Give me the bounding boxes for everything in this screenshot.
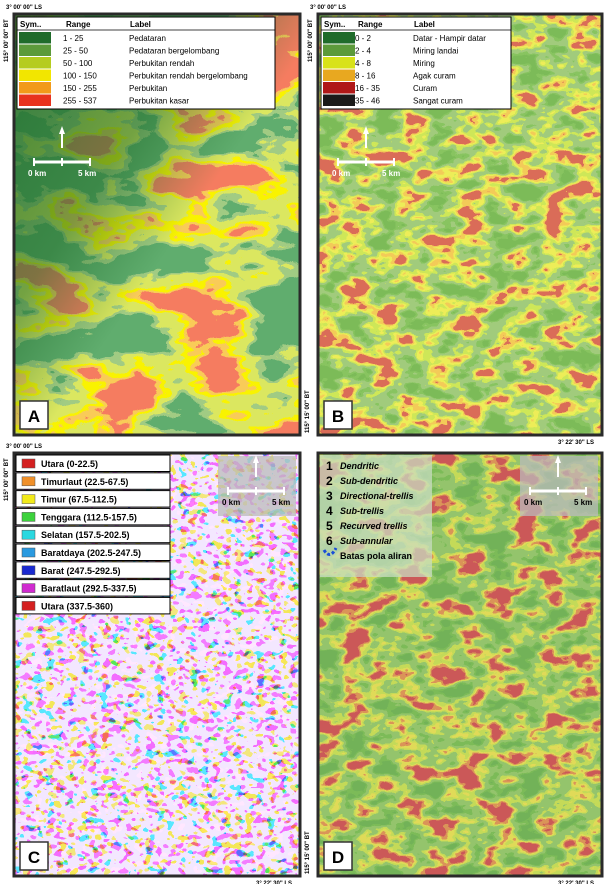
legend-range: 1 - 25 xyxy=(63,34,84,43)
legend-swatch xyxy=(22,530,35,539)
legend-range: 16 - 35 xyxy=(355,84,380,93)
legend-swatch xyxy=(22,495,35,504)
scale-label: 5 km xyxy=(574,498,592,507)
pattern-label: Sub-annular xyxy=(340,536,393,546)
legend-label: Baratlaut (292.5-337.5) xyxy=(41,584,137,594)
coord-top: 3° 00' 00" LS xyxy=(6,5,42,11)
boundary-label: Batas pola aliran xyxy=(340,551,412,561)
scale-label: 0 km xyxy=(28,169,46,178)
legend-swatch xyxy=(323,32,355,44)
coord-left: 115° 00' 00" BT xyxy=(4,19,10,62)
legend-label: Datar - Hampir datar xyxy=(413,34,486,43)
legend-label: Sangat curam xyxy=(413,97,463,106)
scale-label: 0 km xyxy=(524,498,542,507)
coord-right: 115° 15' 00" BT xyxy=(305,390,311,433)
pattern-number: 2 xyxy=(326,474,333,488)
coord-left: 115° 00' 00" BT xyxy=(308,19,314,62)
coord-right: 115° 15' 00" BT xyxy=(305,831,311,874)
legend-swatch xyxy=(22,512,35,521)
legend-range: 35 - 46 xyxy=(355,97,380,106)
legend-swatch xyxy=(22,584,35,593)
legend-swatch xyxy=(22,459,35,468)
legend-swatch xyxy=(22,566,35,575)
legend-range: 255 - 537 xyxy=(63,97,97,106)
legend-label: Baratdaya (202.5-247.5) xyxy=(41,548,141,558)
legend-label: Utara (0-22.5) xyxy=(41,459,98,469)
legend-label: Timurlaut (22.5-67.5) xyxy=(41,477,128,487)
legend-label: Utara (337.5-360) xyxy=(41,601,113,611)
legend-header: Label xyxy=(414,20,435,29)
legend-swatch xyxy=(19,95,51,107)
legend-swatch xyxy=(323,95,355,107)
legend-label: Curam xyxy=(413,84,437,93)
legend-label: Agak curam xyxy=(413,72,456,81)
pattern-label: Sub-dendritic xyxy=(340,476,398,486)
legend-label: Barat (247.5-292.5) xyxy=(41,566,121,576)
legend-label: Perbukitan rendah bergelombang xyxy=(129,72,248,81)
legend-label: Pedataran bergelombang xyxy=(129,47,219,56)
legend-label: Miring landai xyxy=(413,47,459,56)
panel-letter: B xyxy=(332,407,344,426)
legend-label: Perbukitan xyxy=(129,84,167,93)
panel-letter: D xyxy=(332,848,344,867)
legend-range: 150 - 255 xyxy=(63,84,97,93)
legend-label: Miring xyxy=(413,59,435,68)
pattern-label: Directional-trellis xyxy=(340,491,414,501)
scale-label: 0 km xyxy=(222,498,240,507)
legend-label: Perbukitan kasar xyxy=(129,97,189,106)
legend-label: Tenggara (112.5-157.5) xyxy=(41,512,137,522)
pattern-number: 3 xyxy=(326,489,333,503)
pattern-label: Sub-trellis xyxy=(340,506,384,516)
legend-range: 25 - 50 xyxy=(63,47,88,56)
legend-header: Sym.. xyxy=(20,20,41,29)
scale-label: 5 km xyxy=(272,498,290,507)
scale-label: 5 km xyxy=(78,169,96,178)
coord-bottom: 3° 22' 30" LS xyxy=(558,440,594,446)
legend-swatch xyxy=(19,32,51,44)
pattern-label: Dendritic xyxy=(340,461,379,471)
figure: 3° 00' 00" LS 115° 00' 00" BT 115° 15' 00"… xyxy=(0,0,605,884)
legend-label: Selatan (157.5-202.5) xyxy=(41,530,130,540)
legend-header: Sym.. xyxy=(324,20,345,29)
legend-range: 100 - 150 xyxy=(63,72,97,81)
coord-top: 3° 00' 00" LS xyxy=(310,5,346,11)
legend-range: 50 - 100 xyxy=(63,59,93,68)
legend-swatch xyxy=(323,45,355,57)
legend-swatch xyxy=(22,477,35,486)
pattern-number: 5 xyxy=(326,519,333,533)
panel-letter: A xyxy=(28,407,40,426)
scale-label: 0 km xyxy=(332,169,350,178)
legend-label: Timur (67.5-112.5) xyxy=(41,495,117,505)
pattern-number: 1 xyxy=(326,459,333,473)
pattern-number: 6 xyxy=(326,534,333,548)
legend-swatch xyxy=(19,45,51,57)
legend-label: Perbukitan rendah xyxy=(129,59,194,68)
legend-range: 2 - 4 xyxy=(355,47,372,56)
legend-swatch xyxy=(323,70,355,82)
legend-swatch xyxy=(22,548,35,557)
legend-header: Range xyxy=(66,20,91,29)
legend-swatch xyxy=(323,82,355,94)
legend-range: 8 - 16 xyxy=(355,72,376,81)
legend-swatch xyxy=(19,70,51,82)
legend-range: 0 - 2 xyxy=(355,34,372,43)
coord-left: 115° 00' 00" BT xyxy=(4,458,10,501)
pattern-label: Recurved trellis xyxy=(340,521,408,531)
legend-swatch xyxy=(323,57,355,69)
coord-top: 3° 00' 00" LS xyxy=(6,444,42,450)
legend-swatch xyxy=(22,601,35,610)
legend-header: Range xyxy=(358,20,383,29)
panel-letter: C xyxy=(28,848,40,867)
pattern-number: 4 xyxy=(326,504,333,518)
legend-swatch xyxy=(19,57,51,69)
scale-label: 5 km xyxy=(382,169,400,178)
legend-range: 4 - 8 xyxy=(355,59,372,68)
legend-swatch xyxy=(19,82,51,94)
legend-label: Pedataran xyxy=(129,34,166,43)
legend-header: Label xyxy=(130,20,151,29)
